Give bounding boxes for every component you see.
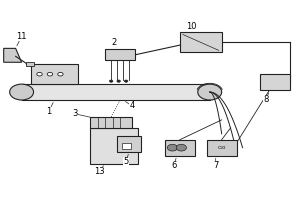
Bar bbox=[26, 62, 34, 66]
Bar bbox=[180, 32, 222, 52]
Bar bbox=[90, 128, 138, 164]
Bar bbox=[105, 49, 135, 60]
Text: 5: 5 bbox=[124, 157, 129, 166]
Circle shape bbox=[124, 80, 128, 82]
Text: 4: 4 bbox=[130, 101, 135, 110]
Circle shape bbox=[117, 80, 120, 82]
Circle shape bbox=[198, 84, 222, 100]
Bar bbox=[31, 64, 78, 84]
Text: c₁o: c₁o bbox=[218, 145, 226, 150]
Circle shape bbox=[37, 72, 42, 76]
Bar bbox=[260, 74, 290, 90]
Bar bbox=[122, 143, 130, 149]
Text: 3: 3 bbox=[73, 109, 78, 118]
Circle shape bbox=[58, 72, 63, 76]
Circle shape bbox=[110, 80, 113, 82]
Text: 1: 1 bbox=[46, 107, 51, 116]
Circle shape bbox=[176, 144, 186, 151]
Polygon shape bbox=[4, 48, 22, 62]
Bar bbox=[165, 140, 195, 156]
Text: 2: 2 bbox=[112, 38, 117, 47]
Text: 10: 10 bbox=[187, 22, 197, 31]
Bar bbox=[90, 117, 132, 128]
Circle shape bbox=[167, 144, 178, 151]
Circle shape bbox=[10, 84, 34, 100]
Text: 8: 8 bbox=[264, 95, 269, 104]
Text: 13: 13 bbox=[94, 167, 104, 176]
Text: 7: 7 bbox=[213, 161, 218, 170]
Bar bbox=[117, 136, 141, 152]
Text: 11: 11 bbox=[16, 32, 27, 41]
Text: 6: 6 bbox=[171, 161, 177, 170]
Circle shape bbox=[47, 72, 53, 76]
Bar bbox=[207, 140, 237, 156]
Polygon shape bbox=[22, 84, 210, 100]
